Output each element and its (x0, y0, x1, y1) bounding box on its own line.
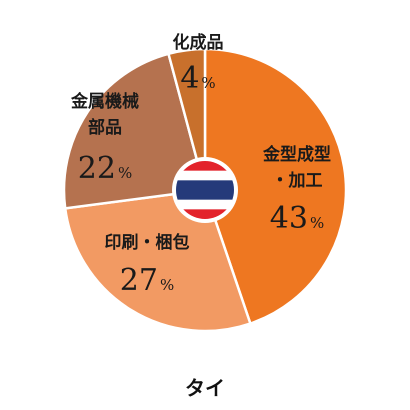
pie-slice (166, 47, 207, 191)
pie-slices (62, 47, 348, 333)
slice-value-label: 27% (120, 263, 174, 298)
flag-stripe (176, 170, 234, 181)
thailand-flag-icon (172, 157, 238, 223)
chart-title: タイ (185, 376, 225, 400)
flag-stripe (176, 209, 234, 219)
slice-category-label: 化成品 (173, 32, 224, 53)
slice-value-label: 22% (78, 151, 132, 186)
slice-category-label: 金型成型・加工 (262, 144, 331, 191)
pie-slice (62, 52, 207, 210)
flag-stripe (176, 161, 234, 172)
pie-slice (203, 47, 348, 326)
slice-value-label: 4% (180, 61, 215, 96)
flag-stripe (176, 199, 234, 210)
slice-labels: 金型成型・加工 43 % 印刷・梱包 27 % 金属機械部品 22 % 化成品 4% (70, 32, 331, 298)
flag-stripe (176, 180, 234, 201)
slice-category-label: 金属機械部品 (70, 91, 139, 138)
pie-slice (63, 188, 252, 333)
slice-category-label: 印刷・梱包 (105, 232, 190, 253)
slice-value-label: 43% (270, 201, 324, 236)
